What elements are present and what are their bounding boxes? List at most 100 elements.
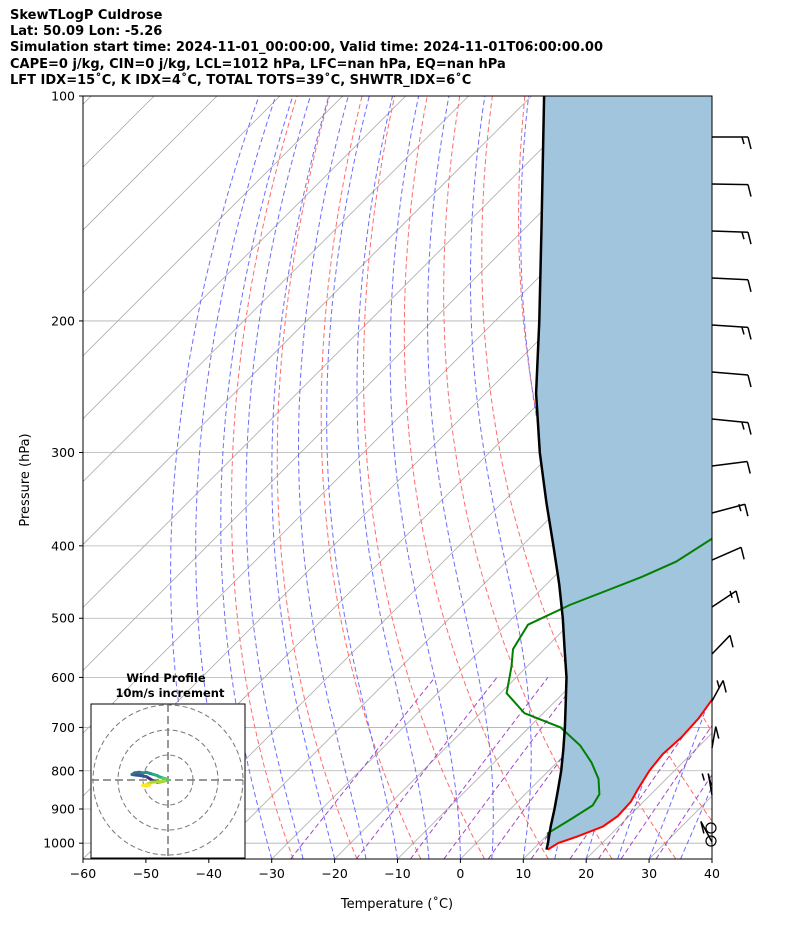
moist-adiabats	[170, 96, 712, 859]
y-tick-label: 100	[51, 89, 75, 104]
mixing-ratio-line	[290, 677, 436, 859]
moist-adiabat	[245, 96, 311, 859]
wind-barb	[711, 590, 740, 608]
calm-wind-marker	[705, 835, 717, 847]
wind-barb	[711, 634, 734, 655]
moist-adiabat	[271, 96, 336, 859]
wind-barb	[712, 136, 752, 150]
wind-barb	[711, 183, 752, 197]
y-axis-label: Pressure (hPa)	[18, 433, 33, 526]
isotherm-line	[775, 96, 794, 859]
calm-wind-marker	[705, 822, 717, 834]
x-axis-label: Temperature (˚C)	[340, 896, 453, 912]
y-axis: 100 200 300 400 500 600 700 800 900 1000	[43, 89, 83, 851]
x-tick-label: 20	[578, 866, 594, 881]
dry-adiabat	[518, 96, 712, 823]
dry-adiabat	[785, 96, 794, 859]
chart-header: SkewTLogP Culdrose Lat: 50.09 Lon: -5.26…	[10, 8, 603, 89]
dewpoint-series-line	[505, 537, 712, 844]
y-tick-label: 500	[51, 611, 75, 626]
y-tick-label: 700	[51, 720, 75, 735]
moist-adiabat	[427, 96, 494, 859]
moist-adiabat	[298, 96, 367, 859]
dry-adiabat	[720, 96, 794, 859]
isotherm-line	[145, 292, 712, 859]
dry-adiabat	[753, 96, 794, 859]
temperature-series-line	[547, 697, 712, 851]
mixing-ratio-line	[443, 677, 580, 859]
x-tick-label: −20	[321, 866, 347, 881]
location-line: Lat: 50.09 Lon: -5.26	[10, 24, 163, 40]
isotherm-line	[83, 96, 658, 671]
isotherm-line	[711, 858, 712, 859]
isotherm-line	[83, 96, 218, 231]
isotherm-line	[83, 96, 532, 546]
dry-adiabat	[276, 96, 358, 859]
x-tick-label: −30	[259, 866, 285, 881]
isotherm-line	[83, 96, 281, 294]
y-tick-label: 1000	[43, 836, 75, 851]
hodograph-segment	[144, 783, 152, 788]
y-tick-label: 900	[51, 801, 75, 816]
x-tick-label: −50	[133, 866, 159, 881]
y-tick-label: 400	[51, 538, 75, 553]
isotherm-line	[83, 96, 595, 608]
mixing-ratio-line	[355, 677, 498, 859]
wind-barb	[701, 773, 713, 796]
wind-barb	[700, 821, 713, 843]
wind-barb	[711, 726, 720, 749]
mixing-ratio-line	[655, 774, 712, 859]
wind-barb	[711, 277, 752, 292]
moist-adiabat	[648, 689, 712, 859]
y-tick-label: 300	[51, 445, 75, 460]
wind-barb	[711, 503, 749, 517]
x-tick-label: 40	[704, 866, 720, 881]
x-axis: −60 −50 −40 −30 −20 −10 0 10 20 30 40	[70, 859, 720, 881]
y-tick-label: 200	[51, 313, 75, 328]
moist-adiabat	[170, 96, 260, 859]
y-tick-label: 800	[51, 763, 75, 778]
wind-barb	[711, 418, 752, 435]
x-tick-label: −60	[70, 866, 96, 881]
moist-adiabat	[470, 96, 532, 859]
cape-line: CAPE=0 j/kg, CIN=0 j/kg, LCL=1012 hPa, L…	[10, 56, 506, 72]
hodograph-inset: Wind Profile 10m/s increment	[90, 671, 246, 859]
isotherm-line	[83, 96, 469, 483]
chart-title: SkewTLogP Culdrose	[10, 8, 163, 23]
isotherm-line	[271, 418, 712, 859]
dry-adiabat	[231, 96, 298, 859]
moist-adiabat	[680, 785, 712, 859]
hodograph-trace	[130, 770, 170, 788]
isotherm-line	[334, 481, 712, 859]
parcel-series-line	[534, 96, 568, 850]
x-tick-label: −40	[196, 866, 222, 881]
x-tick-label: 0	[456, 866, 464, 881]
wind-barb	[711, 371, 752, 388]
cape-area	[536, 96, 712, 850]
hodograph-subtitle: 10m/s increment	[116, 686, 225, 700]
mixing-ratio-line	[409, 677, 549, 859]
x-tick-label: −10	[384, 866, 410, 881]
moist-adiabat	[356, 96, 430, 859]
moist-adiabat	[220, 96, 294, 859]
isotherm-line	[83, 96, 92, 105]
moist-adiabat	[711, 857, 712, 859]
wind-barbs	[700, 136, 752, 847]
moist-adiabat	[520, 96, 577, 859]
plot-area	[83, 96, 794, 859]
hodograph-title: Wind Profile	[126, 671, 206, 685]
index-line: LFT IDX=15˚C, K IDX=4˚C, TOTAL TOTS=39˚C…	[10, 72, 472, 88]
moist-adiabat	[389, 96, 461, 859]
moist-adiabat	[195, 96, 277, 859]
isotherm-line	[83, 96, 344, 357]
y-tick-label: 600	[51, 670, 75, 685]
dry-adiabat	[320, 96, 422, 859]
wind-barb	[711, 324, 752, 340]
wind-barb	[711, 680, 727, 702]
dry-adiabat	[403, 96, 549, 859]
wind-barb	[711, 460, 751, 474]
wind-barb	[711, 546, 745, 561]
x-tick-label: 30	[641, 866, 657, 881]
dry-adiabat	[363, 96, 485, 859]
